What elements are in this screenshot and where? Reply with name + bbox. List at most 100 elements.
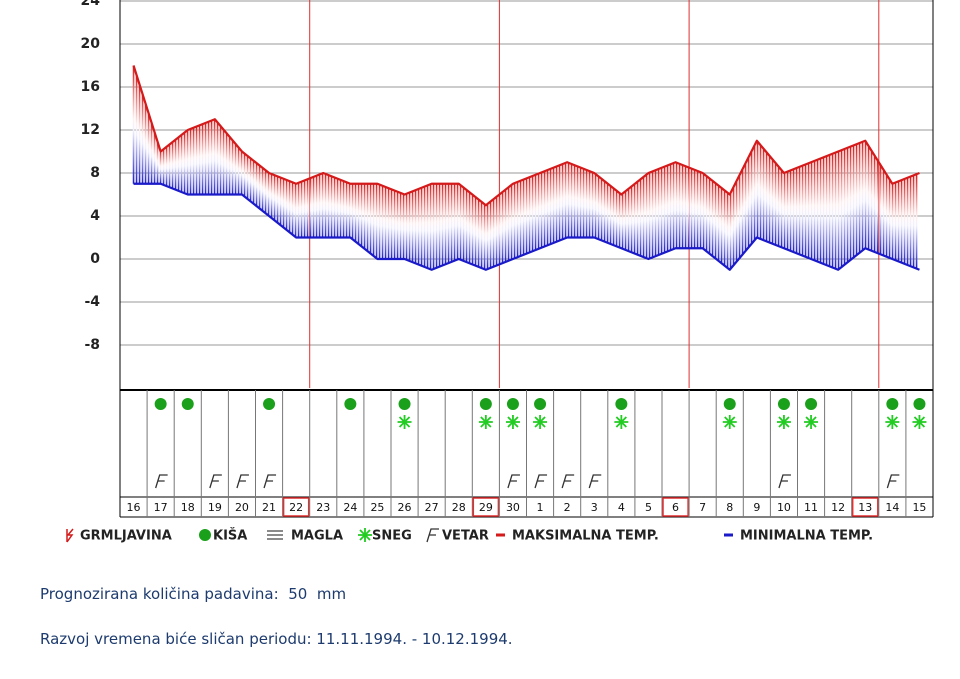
hatch xyxy=(840,150,843,268)
hatch xyxy=(564,162,567,239)
hatch xyxy=(852,145,855,258)
hatch xyxy=(135,75,138,184)
hatch xyxy=(390,189,393,259)
wind-icon xyxy=(507,474,520,489)
hatch xyxy=(822,157,825,264)
hatch xyxy=(426,185,429,269)
hatch xyxy=(753,145,756,241)
hatch xyxy=(252,160,255,204)
wind-icon xyxy=(426,528,439,543)
hatch xyxy=(519,180,522,256)
day-label: 2 xyxy=(564,501,571,514)
hatch xyxy=(222,129,225,195)
hatch xyxy=(312,176,315,238)
hatch xyxy=(561,164,564,240)
hatch xyxy=(885,174,888,257)
weather-symbol xyxy=(181,398,194,410)
hatch xyxy=(411,191,414,263)
hatch xyxy=(843,148,846,265)
weather-symbol xyxy=(155,474,168,489)
hatch xyxy=(210,120,213,195)
hatch xyxy=(618,193,621,248)
hatch xyxy=(675,162,678,249)
hatch xyxy=(798,166,801,255)
hatch xyxy=(597,176,600,240)
day-label: 5 xyxy=(645,501,652,514)
hatch xyxy=(612,188,615,246)
weather-symbol xyxy=(478,415,493,429)
hatch xyxy=(846,147,849,263)
day-label: 6 xyxy=(672,501,679,514)
hatch xyxy=(480,201,483,269)
y-tick-label: 0 xyxy=(90,251,100,267)
hatch xyxy=(591,172,594,238)
hatch xyxy=(600,178,603,241)
hatch xyxy=(774,163,777,245)
hatch xyxy=(300,181,303,238)
hatch xyxy=(348,183,351,238)
day-label: 24 xyxy=(343,501,357,514)
legend-label: MINIMALNA TEMP. xyxy=(740,529,873,544)
snow-icon xyxy=(397,415,412,429)
hatch xyxy=(717,185,720,261)
hatch xyxy=(741,169,744,255)
legend-label: MAKSIMALNA TEMP. xyxy=(512,529,659,544)
hatch xyxy=(693,169,696,249)
y-tick-label: 8 xyxy=(90,165,100,181)
snow-icon xyxy=(478,415,493,429)
hatch xyxy=(879,165,882,255)
hatch xyxy=(582,168,585,238)
hatch xyxy=(645,174,648,259)
hatch xyxy=(195,126,198,195)
hatch xyxy=(147,113,150,184)
hatch xyxy=(837,151,840,270)
hatch xyxy=(780,170,783,248)
hatch xyxy=(414,190,417,264)
weather-symbol xyxy=(263,398,276,410)
day-label: 16 xyxy=(127,501,141,514)
hatch xyxy=(192,127,195,195)
hatch xyxy=(756,141,759,238)
rain-icon xyxy=(506,398,519,410)
weather-symbol xyxy=(561,474,575,489)
snow-icon xyxy=(533,415,548,429)
rain-icon xyxy=(344,398,357,410)
hatch xyxy=(327,175,330,238)
wind-icon xyxy=(155,474,168,489)
legend-label: GRMLJAVINA xyxy=(80,529,172,544)
hatch xyxy=(180,134,183,193)
hatch xyxy=(264,170,267,214)
hatch xyxy=(474,197,477,266)
hatch xyxy=(423,186,426,267)
hatch xyxy=(444,183,447,265)
hatch xyxy=(606,183,609,243)
precipitation-unit: mm xyxy=(316,585,347,603)
wind-icon xyxy=(561,474,575,489)
hatch xyxy=(141,94,144,184)
hatch xyxy=(621,193,624,249)
weather-symbol xyxy=(534,474,548,489)
hatch xyxy=(516,181,519,258)
hatch xyxy=(288,181,291,233)
hatch xyxy=(183,132,186,194)
y-tick-label: 16 xyxy=(81,79,100,95)
weather-symbol xyxy=(588,474,602,489)
hatch xyxy=(672,163,675,250)
weather-symbol xyxy=(885,415,900,429)
hatch xyxy=(276,176,279,223)
hatch xyxy=(708,178,711,254)
hatch xyxy=(201,124,204,195)
day-label: 18 xyxy=(181,501,195,514)
hatch xyxy=(642,176,645,258)
rain-icon xyxy=(534,398,547,410)
hatch xyxy=(393,190,396,259)
hatch xyxy=(429,184,432,270)
day-label: 22 xyxy=(289,501,303,514)
hatch xyxy=(366,183,369,252)
hatch xyxy=(369,183,372,254)
hatch xyxy=(177,137,180,191)
day-label: 17 xyxy=(154,501,168,514)
temp-line xyxy=(133,182,920,271)
y-tick-label: 4 xyxy=(90,208,100,224)
hatch xyxy=(486,203,489,270)
